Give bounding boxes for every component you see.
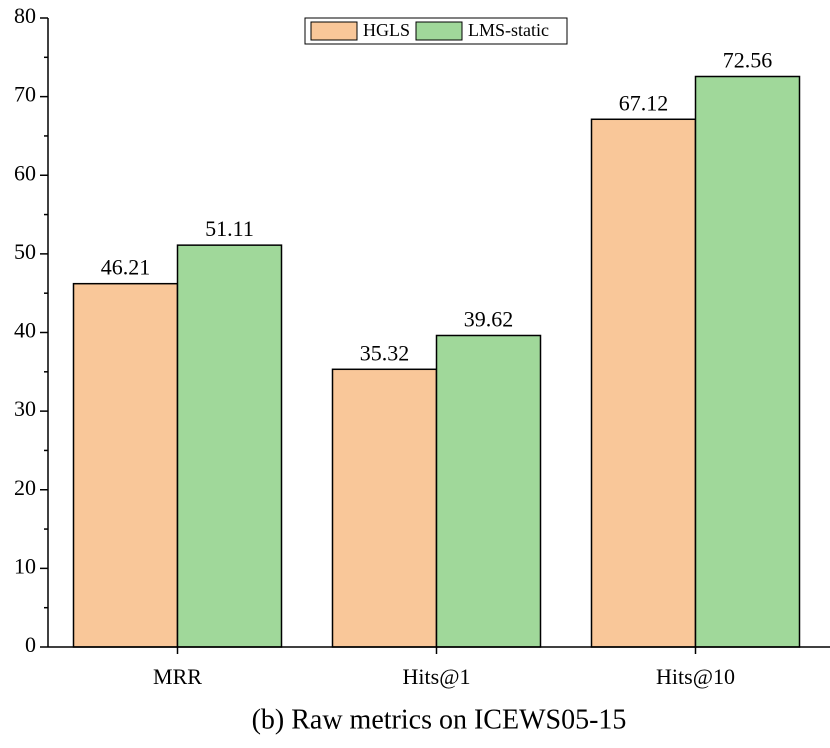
x-tick-label: Hits@1 [403,664,471,689]
bar [694,75,801,648]
x-tick-label: Hits@10 [656,664,735,689]
x-tick-label: MRR [153,664,202,689]
y-tick-label: 30 [14,396,36,421]
value-label: 39.62 [464,307,514,332]
value-label: 46.21 [101,255,151,280]
value-label: 72.56 [723,48,773,73]
y-tick-label: 10 [14,553,36,578]
bar [72,282,179,648]
legend-swatch [310,21,358,41]
value-label: 35.32 [360,340,410,365]
chart-title: (b) Raw metrics on ICEWS05-15 [252,704,627,735]
y-tick-label: 50 [14,239,36,264]
bar [331,368,438,648]
y-tick-label: 20 [14,475,36,500]
y-tick-label: 40 [14,318,36,343]
value-label: 67.12 [619,90,669,115]
legend-swatch [415,21,463,41]
y-tick-label: 80 [14,3,36,28]
y-tick-label: 60 [14,160,36,185]
bar [435,334,542,648]
legend-label: HGLS [363,20,410,40]
y-tick-label: 70 [14,82,36,107]
value-label: 51.11 [205,216,254,241]
y-tick-label: 0 [25,632,36,657]
bar [590,118,697,648]
bar [176,244,283,648]
legend-label: LMS-static [468,20,549,40]
